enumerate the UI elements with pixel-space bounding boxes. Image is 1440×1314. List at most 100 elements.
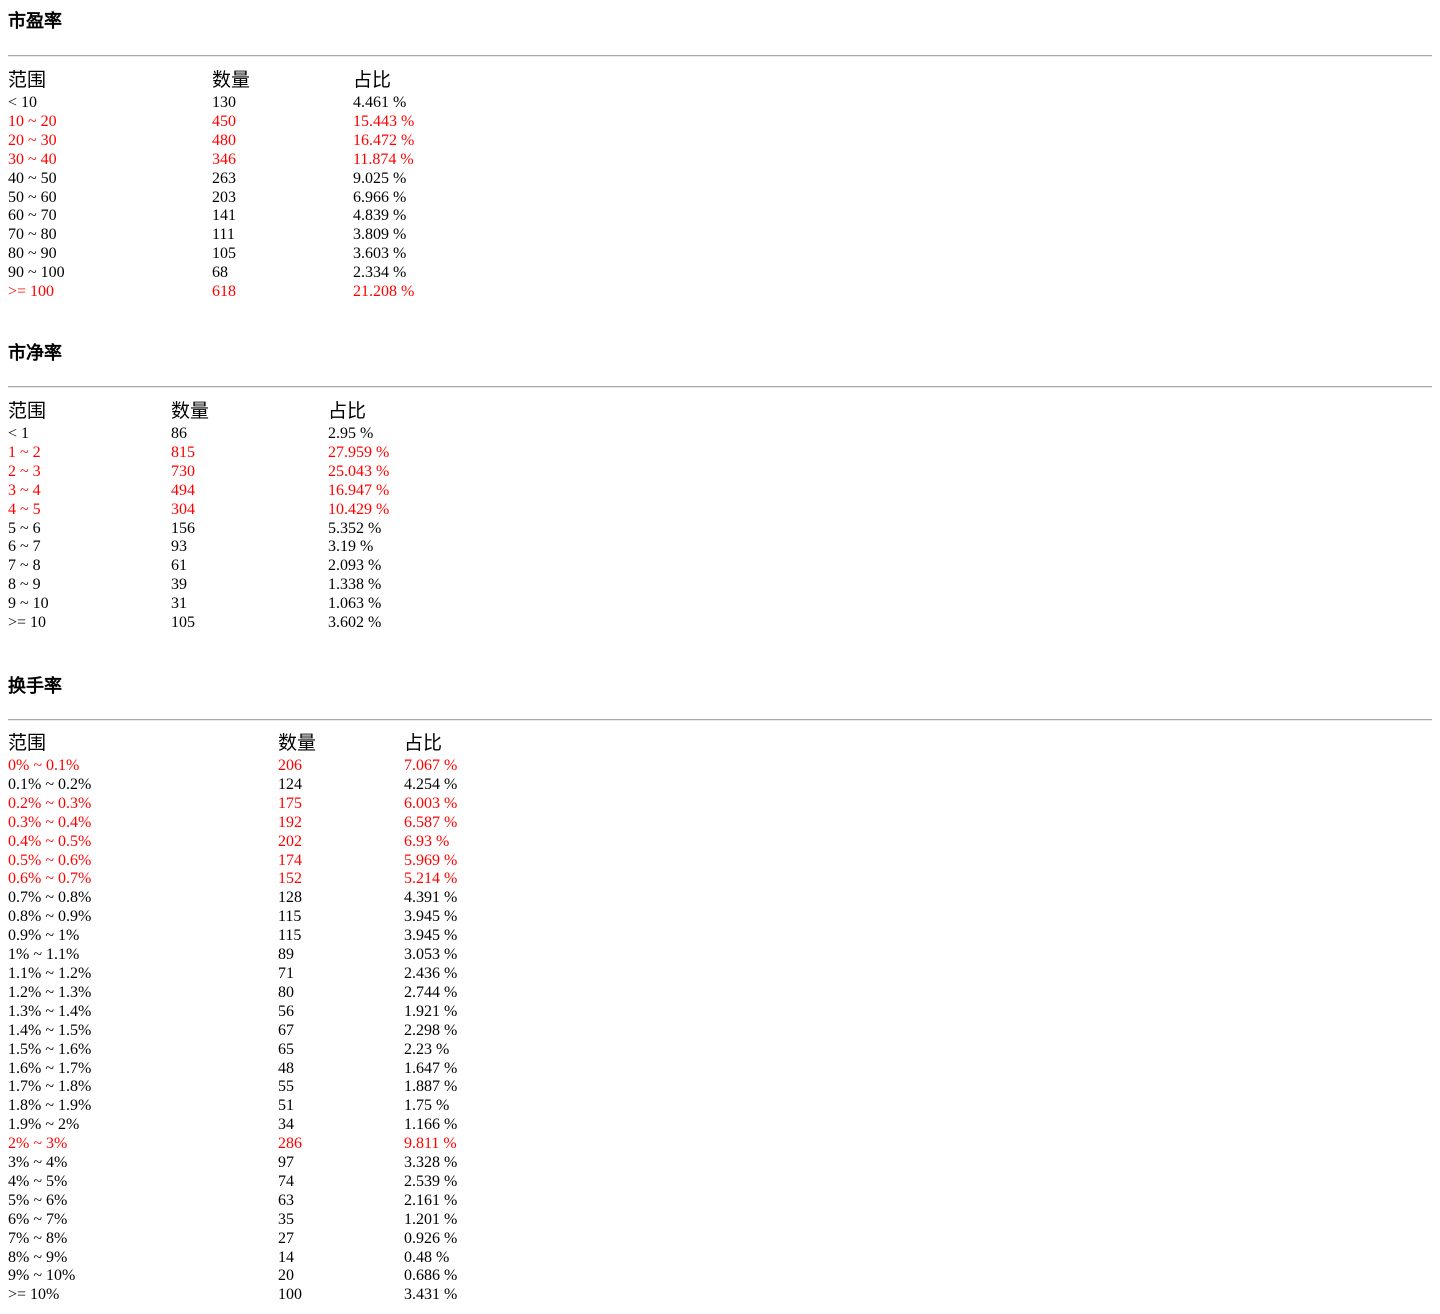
cell-percent: 25.043 % xyxy=(328,462,390,480)
table-row: 2% ~ 3% 286 9.811 % xyxy=(8,1135,524,1154)
cell-count: 61 xyxy=(171,557,187,575)
cell-percent: 4.839 % xyxy=(353,207,407,225)
cell-range: 0.4% ~ 0.5% xyxy=(8,832,92,850)
cell-range: 3 ~ 4 xyxy=(8,481,41,499)
distribution-table: 范围 数量 占比 < 1 86 2.95 % 1 ~ 2 815 27.959 % 2 ~ … xyxy=(8,398,448,633)
table-row: 1.3% ~ 1.4% 56 1.921 % xyxy=(8,1003,524,1022)
cell-range: 7 ~ 8 xyxy=(8,557,41,575)
section-title: 换手率 xyxy=(8,676,62,697)
cell-range: >= 10 xyxy=(8,614,47,632)
cell-count: 14 xyxy=(278,1248,294,1266)
cell-count: 115 xyxy=(278,927,302,945)
table-row: 20 ~ 30 480 16.472 % xyxy=(8,132,473,151)
cell-percent: 0.926 % xyxy=(404,1229,458,1247)
cell-range: < 10 xyxy=(8,94,38,111)
table-row: >= 10% 100 3.431 % xyxy=(8,1286,524,1305)
cell-count: 39 xyxy=(171,576,187,594)
cell-range: 6 ~ 7 xyxy=(8,538,41,556)
cell-percent: 6.587 % xyxy=(404,813,458,831)
table-row: 0.1% ~ 0.2% 124 4.254 % xyxy=(8,776,524,795)
cell-range: 0.1% ~ 0.2% xyxy=(8,775,92,793)
table-header-row: 范围 数量 占比 xyxy=(8,398,448,425)
cell-percent: 4.254 % xyxy=(404,775,458,793)
section-title: 市盈率 xyxy=(8,11,62,32)
cell-percent: 0.686 % xyxy=(404,1267,458,1285)
cell-range: 5 ~ 6 xyxy=(8,519,41,537)
distribution-table: 范围 数量 占比 0% ~ 0.1% 206 7.067 % 0.1% ~ 0.2% 1… xyxy=(8,730,524,1305)
cell-count: 65 xyxy=(278,1040,294,1058)
cell-count: 174 xyxy=(278,851,302,869)
table-row: 1.1% ~ 1.2% 71 2.436 % xyxy=(8,965,524,984)
cell-percent: 11.874 % xyxy=(353,150,414,168)
cell-percent: 5.214 % xyxy=(404,870,458,888)
table-row: 7% ~ 8% 27 0.926 % xyxy=(8,1230,524,1249)
cell-count: 93 xyxy=(171,538,187,556)
cell-percent: 3.19 % xyxy=(328,538,374,556)
table-row: 1.8% ~ 1.9% 51 1.75 % xyxy=(8,1097,524,1116)
cell-count: 206 xyxy=(278,757,302,774)
header-percent: 占比 xyxy=(328,400,367,422)
cell-percent: 6.93 % xyxy=(404,832,450,850)
cell-percent: 3.945 % xyxy=(404,908,458,926)
cell-count: 480 xyxy=(212,131,236,149)
cell-count: 55 xyxy=(278,1078,294,1096)
header-range: 范围 xyxy=(8,69,47,91)
cell-range: 2 ~ 3 xyxy=(8,462,41,480)
cell-percent: 1.063 % xyxy=(328,595,382,613)
table-row: 5% ~ 6% 63 2.161 % xyxy=(8,1192,524,1211)
table-row: 30 ~ 40 346 11.874 % xyxy=(8,151,473,170)
table-row: 8 ~ 9 39 1.338 % xyxy=(8,576,448,595)
cell-range: 4% ~ 5% xyxy=(8,1172,68,1190)
table-row: 1 ~ 2 815 27.959 % xyxy=(8,444,448,463)
cell-range: 1.7% ~ 1.8% xyxy=(8,1078,92,1096)
divider xyxy=(8,719,1432,721)
cell-count: 67 xyxy=(278,1021,294,1039)
cell-range: 3% ~ 4% xyxy=(8,1154,68,1172)
cell-count: 494 xyxy=(171,481,195,499)
table-row: 0.5% ~ 0.6% 174 5.969 % xyxy=(8,852,524,871)
table-row: 40 ~ 50 263 9.025 % xyxy=(8,170,473,189)
cell-count: 27 xyxy=(278,1229,294,1247)
cell-count: 203 xyxy=(212,188,236,206)
table-row: 0.9% ~ 1% 115 3.945 % xyxy=(8,927,524,946)
cell-range: 1.1% ~ 1.2% xyxy=(8,964,92,982)
cell-range: 1.4% ~ 1.5% xyxy=(8,1021,92,1039)
cell-count: 35 xyxy=(278,1210,294,1228)
cell-count: 346 xyxy=(212,150,236,168)
cell-range: 30 ~ 40 xyxy=(8,150,57,168)
table-row: 0.4% ~ 0.5% 202 6.93 % xyxy=(8,833,524,852)
cell-range: 1.2% ~ 1.3% xyxy=(8,983,92,1001)
table-body: < 10 130 4.461 % 10 ~ 20 450 15.443 % 20 ~ 30 4… xyxy=(8,94,473,302)
cell-percent: 15.443 % xyxy=(353,112,415,130)
cell-percent: 16.947 % xyxy=(328,481,390,499)
cell-range: 0.5% ~ 0.6% xyxy=(8,851,92,869)
cell-count: 80 xyxy=(278,983,294,1001)
cell-range: 0.7% ~ 0.8% xyxy=(8,889,92,907)
cell-percent: 3.431 % xyxy=(404,1286,458,1304)
distribution-table: 范围 数量 占比 < 10 130 4.461 % 10 ~ 20 450 15.443 … xyxy=(8,67,473,302)
table-row: 6 ~ 7 93 3.19 % xyxy=(8,538,448,557)
cell-count: 105 xyxy=(171,614,195,632)
cell-percent: 1.338 % xyxy=(328,576,382,594)
cell-count: 156 xyxy=(171,519,195,537)
divider xyxy=(8,55,1432,57)
cell-count: 51 xyxy=(278,1097,294,1115)
cell-range: 2% ~ 3% xyxy=(8,1135,68,1153)
cell-range: 90 ~ 100 xyxy=(8,264,65,282)
table-row: 1.9% ~ 2% 34 1.166 % xyxy=(8,1116,524,1135)
cell-count: 192 xyxy=(278,813,302,831)
cell-range: 1.9% ~ 2% xyxy=(8,1116,80,1134)
cell-range: 0.9% ~ 1% xyxy=(8,927,80,945)
table-row: 2 ~ 3 730 25.043 % xyxy=(8,463,448,482)
cell-count: 71 xyxy=(278,964,294,982)
cell-range: >= 10% xyxy=(8,1286,60,1304)
cell-percent: 21.208 % xyxy=(353,283,415,301)
cell-count: 286 xyxy=(278,1135,302,1153)
cell-count: 128 xyxy=(278,889,302,907)
cell-percent: 2.436 % xyxy=(404,964,458,982)
table-row: 0.2% ~ 0.3% 175 6.003 % xyxy=(8,795,524,814)
cell-count: 100 xyxy=(278,1286,302,1304)
cell-percent: 1.201 % xyxy=(404,1210,458,1228)
table-row: 9 ~ 10 31 1.063 % xyxy=(8,595,448,614)
cell-count: 74 xyxy=(278,1172,294,1190)
